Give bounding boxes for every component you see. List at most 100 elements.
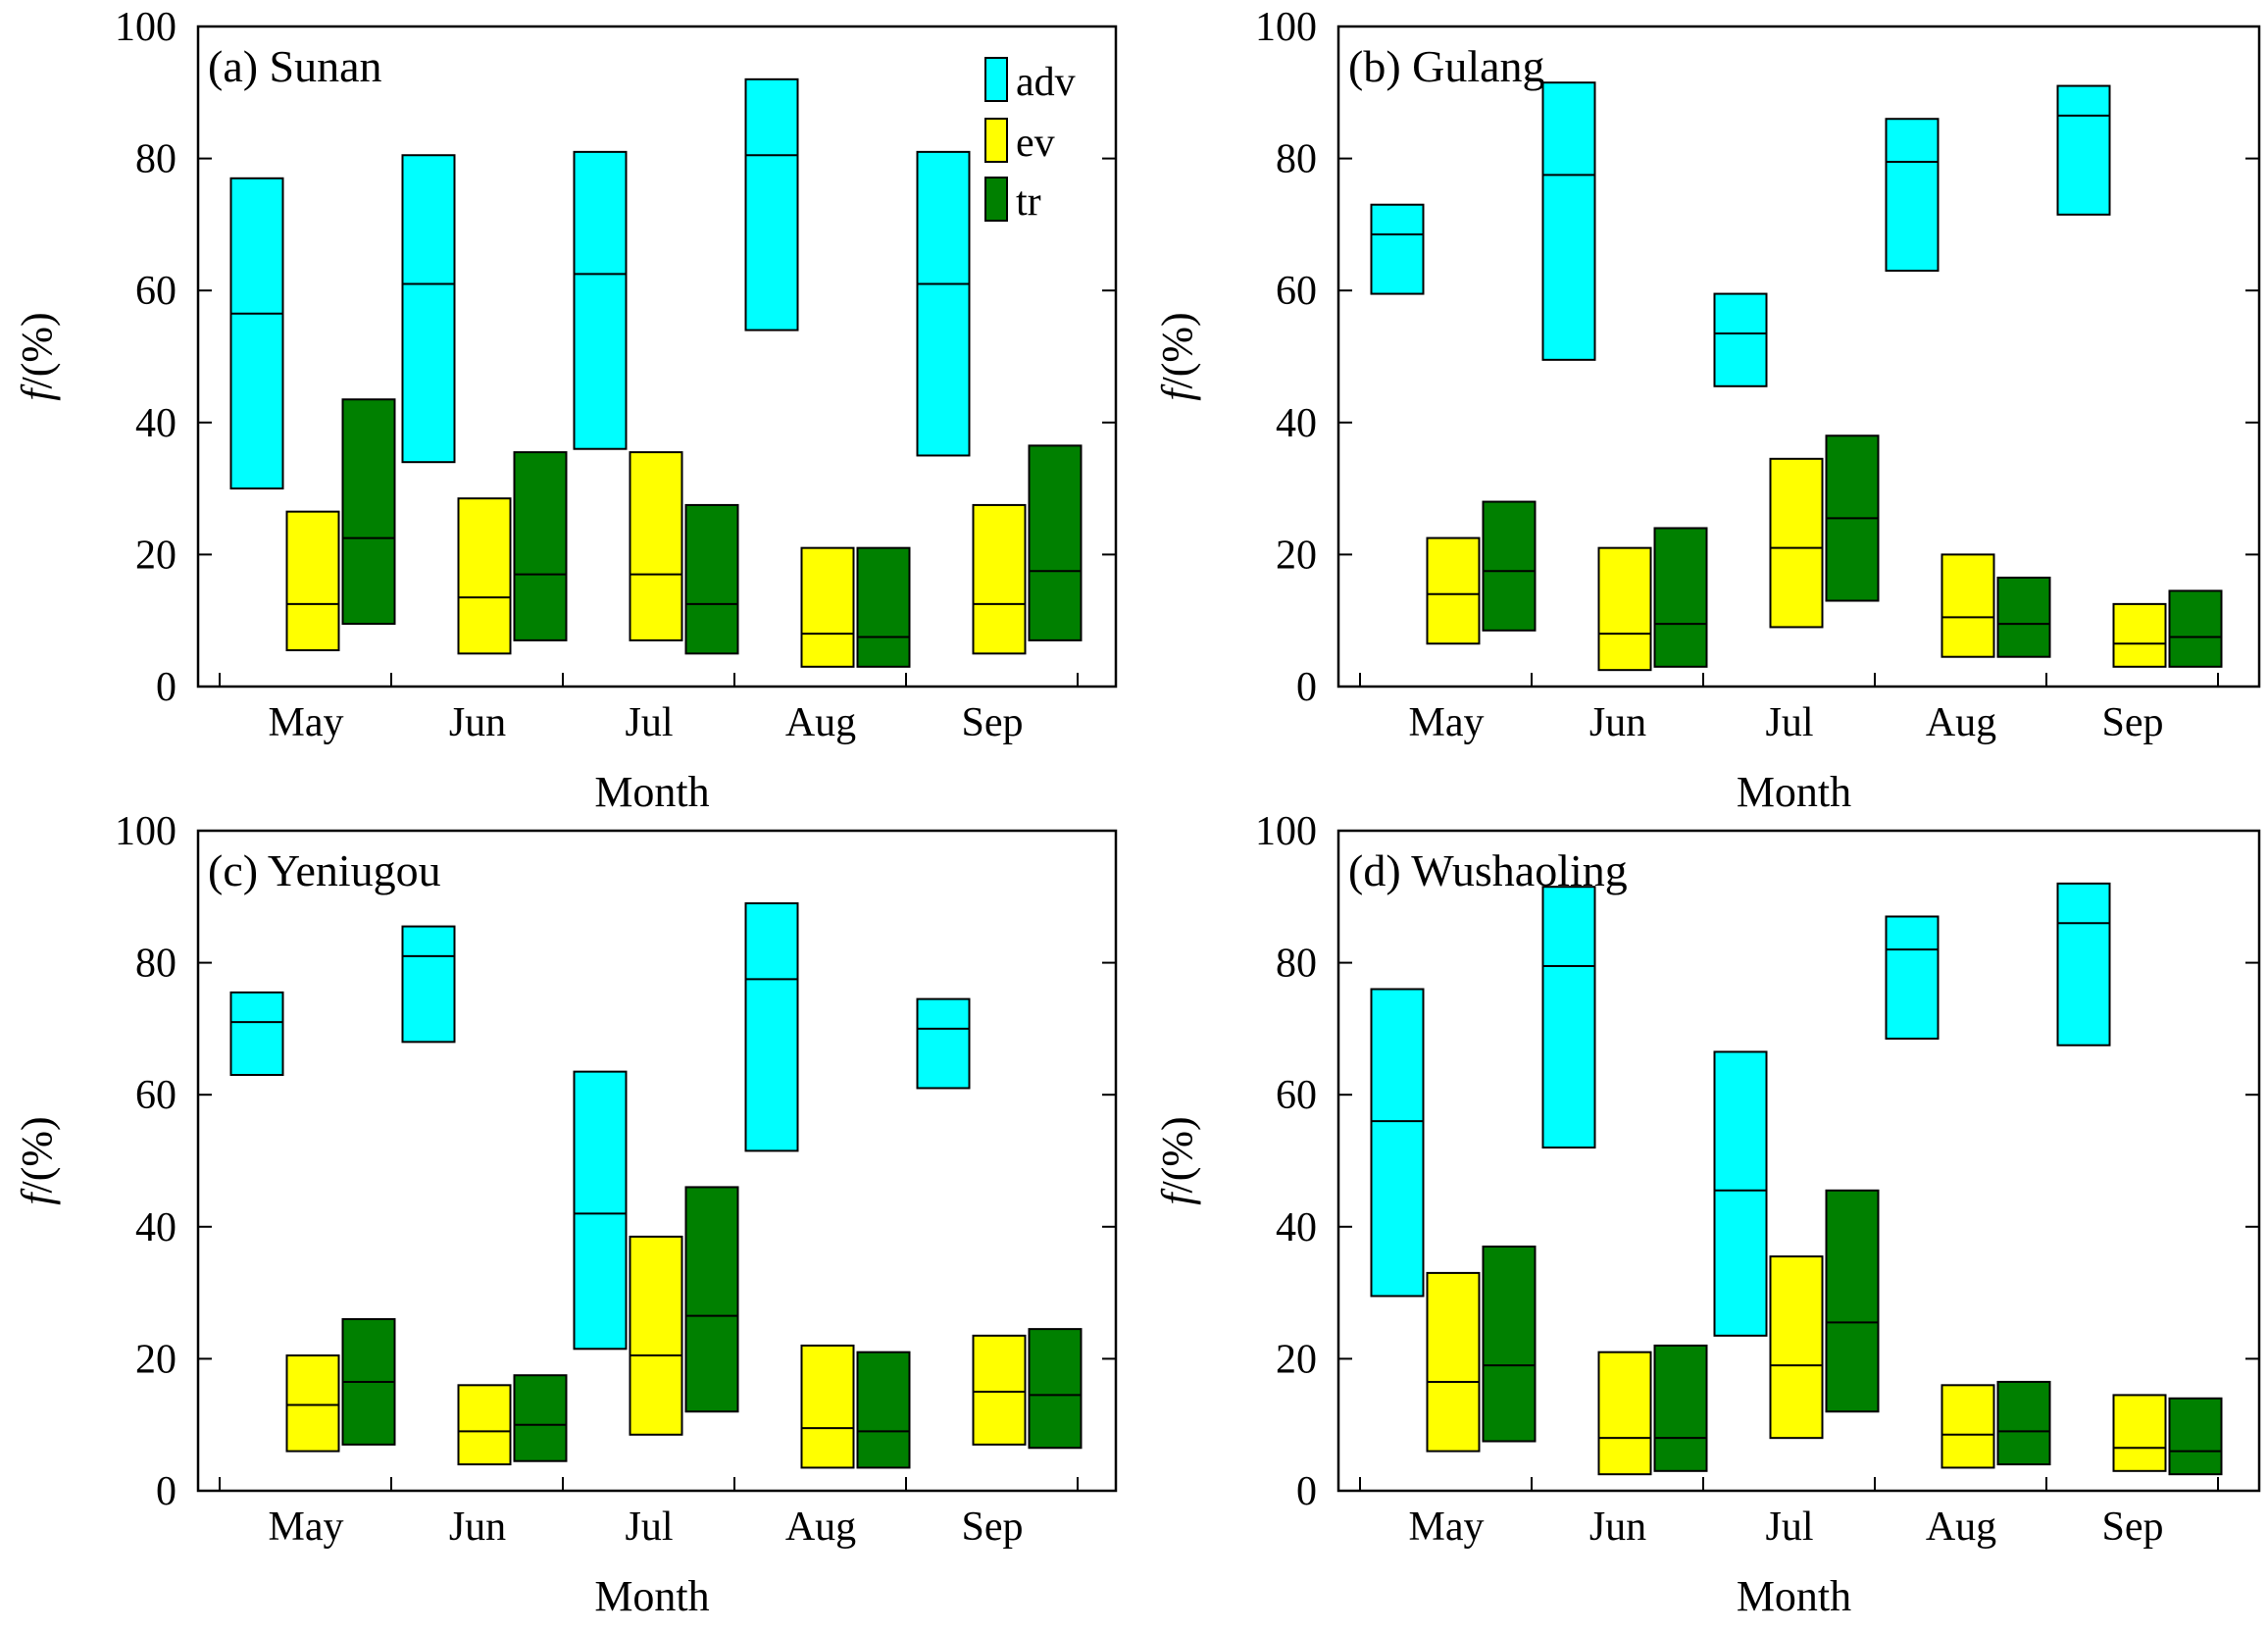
bar-adv-aug (744, 902, 799, 1152)
panel-3: 0 20 40 60 80 100 May Jun Jul Aug Sep (c) Yeniugou M… (13, 809, 1118, 1620)
bar-ev-jul (629, 451, 683, 641)
x-tick-label: Aug (1926, 1504, 1996, 1550)
x-tick-label: May (269, 700, 344, 745)
bar-adv-may (229, 177, 284, 490)
x-axis-title: Month (594, 768, 709, 816)
bar-ev-jun (457, 497, 512, 655)
y-axis-title: f/(%) (1153, 1116, 1201, 1204)
bar-tr-may (341, 398, 396, 626)
y-tick-label: 0 (156, 665, 176, 710)
x-tick-label: Jul (1765, 1504, 1813, 1550)
bar-tr-jun (1653, 527, 1708, 668)
bar-adv-sep (916, 997, 971, 1090)
x-tick-label: Sep (2102, 700, 2164, 745)
y-tick-label: 100 (1255, 809, 1317, 854)
panel-title: (c) Yeniugou (208, 845, 441, 895)
legend-swatch-ev (984, 118, 1008, 163)
legend-swatch-tr (984, 177, 1008, 222)
bar-ev-jun (1597, 1351, 1652, 1476)
x-tick-label: Jun (1589, 700, 1646, 745)
legend-label-tr: tr (1016, 179, 1041, 225)
x-tick-label: Sep (962, 700, 1024, 745)
x-tick-label: Jul (625, 700, 673, 745)
x-tick-label: May (1409, 700, 1485, 745)
y-axis-title: f/(%) (13, 1116, 61, 1204)
x-tick-label: Sep (962, 1504, 1024, 1550)
bar-adv-sep (2056, 882, 2111, 1046)
bar-adv-may (1370, 988, 1425, 1298)
y-axis-title: f/(%) (13, 312, 61, 400)
bar-tr-aug (856, 546, 911, 668)
y-tick-label: 20 (135, 1337, 176, 1382)
legend-label-adv: adv (1016, 60, 1076, 105)
y-tick-label: 60 (135, 1073, 176, 1118)
bar-tr-jun (1653, 1344, 1708, 1472)
panel-1: 0 20 40 60 80 100 May Jun Jul Aug Sep (a) Sunan Mont… (13, 5, 1118, 816)
bar-ev-may (1426, 1271, 1481, 1453)
plot-frame (1336, 829, 2261, 1493)
bar-tr-sep (2168, 589, 2223, 668)
panel-title: (a) Sunan (208, 41, 382, 91)
y-tick-label: 20 (1276, 533, 1317, 578)
x-axis-title: Month (1737, 768, 1851, 816)
x-tick-label: Jul (1765, 700, 1813, 745)
bar-adv-jun (401, 925, 456, 1044)
y-tick-label: 0 (1296, 1469, 1317, 1514)
panel-title: (b) Gulang (1348, 41, 1545, 91)
y-tick-label: 100 (1255, 5, 1317, 50)
y-axis-unit: /(%) (1153, 1116, 1201, 1193)
plot-frame (1336, 25, 2261, 688)
y-tick-label: 40 (1276, 1205, 1317, 1250)
y-axis-unit: /(%) (13, 312, 61, 388)
x-tick-label: May (1409, 1504, 1485, 1550)
y-tick-label: 40 (135, 1205, 176, 1250)
bar-adv-jul (573, 1070, 628, 1351)
bar-ev-sep (2112, 1394, 2167, 1472)
bar-tr-jul (684, 1186, 739, 1413)
bar-adv-jul (1713, 1050, 1768, 1337)
bar-ev-aug (800, 1344, 855, 1469)
panel-title: (d) Wushaoling (1348, 845, 1628, 895)
bar-ev-jul (1769, 457, 1824, 629)
bar-tr-aug (856, 1351, 911, 1469)
x-axis-title: Month (594, 1572, 709, 1620)
legend-swatch-adv (984, 57, 1008, 102)
bar-tr-aug (1996, 1380, 2051, 1466)
bar-ev-sep (972, 1334, 1027, 1446)
x-tick-label: Jul (625, 1504, 673, 1550)
x-tick-label: Jun (1589, 1504, 1646, 1550)
panel-4: 0 20 40 60 80 100 May Jun Jul Aug Sep (d) Wushaolin… (1153, 809, 2261, 1620)
bar-adv-jun (1541, 886, 1596, 1149)
x-tick-label: Aug (1926, 700, 1996, 745)
plot-frame (196, 829, 1118, 1493)
bar-ev-may (1426, 536, 1481, 645)
y-tick-label: 40 (1276, 401, 1317, 446)
y-tick-label: 60 (1276, 269, 1317, 314)
y-tick-label: 60 (135, 269, 176, 314)
y-tick-label: 80 (1276, 137, 1317, 182)
bar-ev-jun (457, 1384, 512, 1466)
x-tick-label: Aug (785, 1504, 856, 1550)
bar-tr-sep (2168, 1397, 2223, 1476)
bar-tr-jul (1825, 1189, 1880, 1413)
bar-adv-sep (916, 150, 971, 457)
bar-ev-may (285, 1354, 340, 1453)
bar-ev-may (285, 510, 340, 651)
bar-adv-aug (744, 77, 799, 332)
y-tick-label: 20 (1276, 1337, 1317, 1382)
bar-ev-jul (1769, 1255, 1824, 1440)
bar-tr-sep (1028, 1328, 1083, 1450)
y-tick-label: 40 (135, 401, 176, 446)
x-tick-label: May (269, 1504, 344, 1550)
bar-adv-jul (573, 150, 628, 450)
y-tick-label: 0 (1296, 665, 1317, 710)
y-tick-label: 100 (115, 5, 176, 50)
bar-adv-sep (2056, 84, 2111, 216)
bar-ev-aug (800, 546, 855, 668)
y-axis-unit: /(%) (1153, 312, 1201, 388)
bar-ev-sep (972, 503, 1027, 655)
y-tick-label: 0 (156, 1469, 176, 1514)
x-axis-title: Month (1737, 1572, 1851, 1620)
panel-2: 0 20 40 60 80 100 May Jun Jul Aug Sep (b) Gulang Mon… (1153, 5, 2261, 816)
